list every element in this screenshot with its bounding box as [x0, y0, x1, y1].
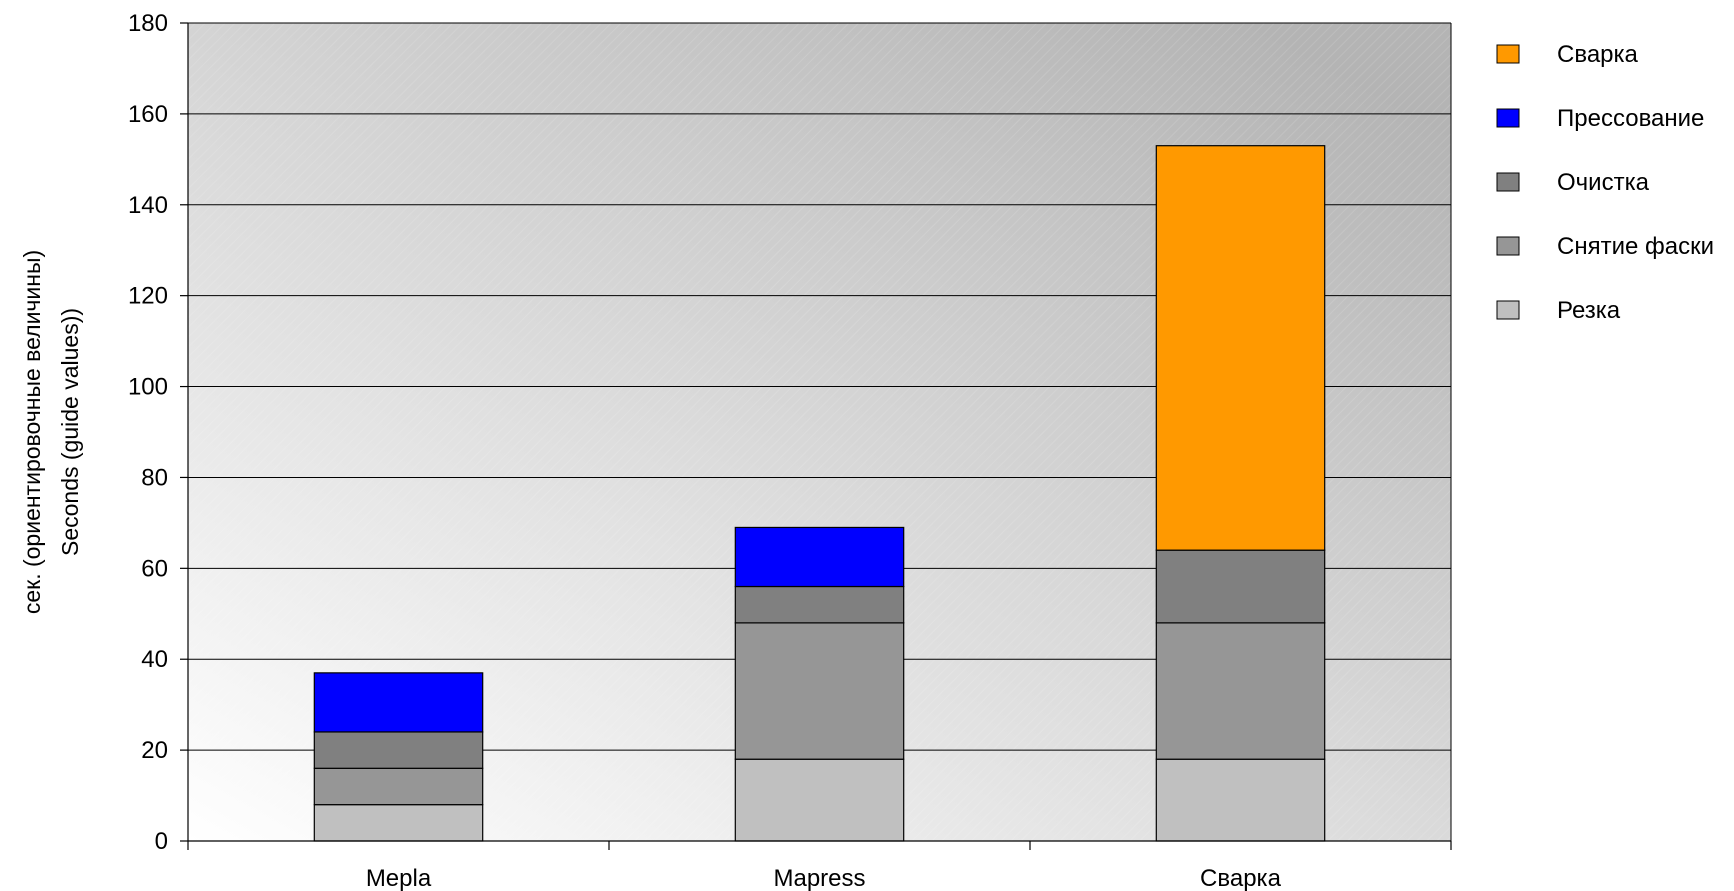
y-axis-title-line1: сек. (ориентировочные величины)	[19, 250, 45, 614]
legend-swatch	[1496, 172, 1520, 192]
legend-label: Снятие фаски	[1557, 233, 1714, 260]
legend-swatch	[1496, 108, 1520, 128]
legend-label: Резка	[1557, 297, 1621, 324]
bar-segment	[734, 585, 905, 624]
y-tick-label: 40	[141, 646, 168, 673]
legend-swatch	[1496, 236, 1520, 256]
bar-segment	[734, 526, 905, 588]
bar-segment	[1155, 758, 1326, 842]
bars	[313, 145, 1326, 842]
bar-segment	[1155, 145, 1326, 551]
bar-segment	[313, 672, 484, 733]
y-tick-label: 80	[141, 464, 168, 491]
bar-segment	[734, 622, 905, 760]
legend-label: Очистка	[1557, 169, 1650, 196]
y-tick-label: 100	[128, 374, 168, 401]
x-category-label: Сварка	[1200, 865, 1282, 891]
y-axis-title: сек. (ориентировочные величины) Seconds …	[19, 250, 83, 614]
y-tick-label: 120	[128, 283, 168, 310]
x-category-label: Mapress	[773, 865, 865, 891]
y-tick-label: 60	[141, 555, 168, 582]
y-tick-label: 140	[128, 192, 168, 219]
y-axis-title-line2: Seconds (guide values))	[57, 308, 83, 556]
bar-segment	[734, 758, 905, 842]
legend-swatch	[1496, 300, 1520, 320]
y-tick-label: 0	[155, 828, 168, 855]
bar-segment	[1155, 622, 1326, 760]
y-tick-label: 160	[128, 101, 168, 128]
bar-segment	[313, 731, 484, 769]
bar-segment	[313, 804, 484, 842]
legend-label: Сварка	[1557, 41, 1639, 68]
y-tick-label: 20	[141, 737, 168, 764]
y-tick-labels: 0 20 40 60 80 100 120 140 160 180	[128, 10, 168, 855]
legend-label: Прессование	[1557, 105, 1704, 132]
legend: Сварка Прессование Очистка Снятие фаски Резк…	[1496, 41, 1714, 324]
bar-segment	[1155, 549, 1326, 624]
y-tick-label: 180	[128, 10, 168, 37]
axes	[180, 22, 1452, 850]
x-category-labels: Mepla Mapress Сварка	[366, 865, 1282, 891]
legend-swatch	[1496, 44, 1520, 64]
x-category-label: Mepla	[366, 865, 432, 891]
bar-segment	[313, 767, 484, 806]
